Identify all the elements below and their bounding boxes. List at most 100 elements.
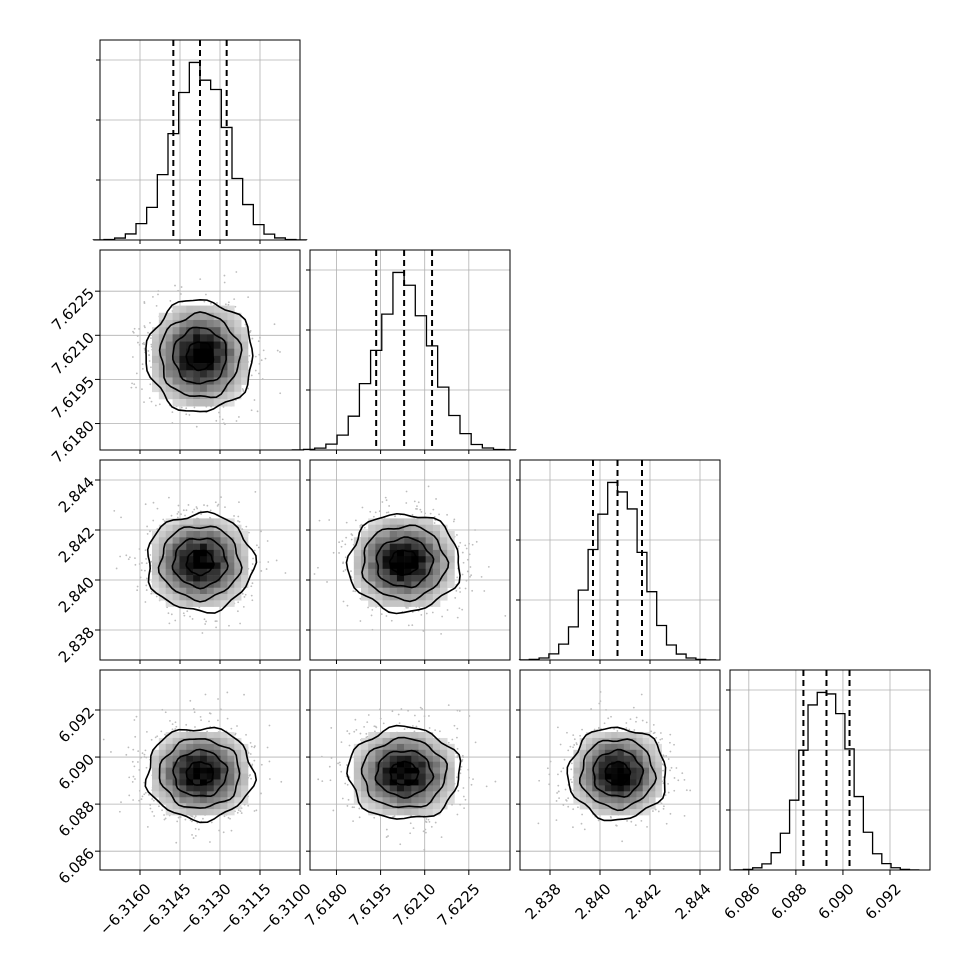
density-cell [179,305,187,314]
sample-point [363,725,365,728]
density-cell [200,755,208,762]
density-cell [353,575,362,582]
sample-point [220,496,222,499]
density-cell [418,562,426,570]
sample-point [150,366,152,369]
sample-point [345,521,348,524]
density-cell [186,809,194,816]
sample-point [326,581,328,583]
density-cell [353,767,362,774]
density-cell [220,370,228,378]
sample-point [149,807,152,810]
sample-point [216,504,219,507]
sample-point [385,615,388,617]
density-cell [200,518,208,525]
sample-point [177,816,180,819]
density-cell [375,779,383,786]
density-cell [179,587,187,595]
sample-point [223,281,226,284]
density-cell [179,797,187,804]
density-cell [206,312,215,321]
density-cell [213,785,221,792]
sample-point [176,820,179,823]
sample-point [209,509,212,512]
sample-point [640,819,643,822]
contour-level-1 [172,748,229,797]
sample-point [432,508,435,511]
density-cell [158,391,167,400]
density-cell [623,737,631,745]
sample-point [340,770,343,773]
sample-point [136,335,139,337]
sample-point [346,730,349,732]
density-cell [404,543,412,551]
sample-point [559,743,562,746]
density-cell [241,773,249,780]
sample-point [675,767,678,769]
sample-point [180,513,182,516]
density-cell [227,319,235,328]
density-cell [617,797,625,804]
density-cell [447,549,455,557]
density-cell [152,334,160,342]
sample-point [253,759,256,762]
density-cell [598,773,606,780]
density-cell [152,773,160,780]
density-cell [158,363,167,371]
sample-point [237,809,240,812]
sample-point [138,548,141,550]
density-cell [375,531,383,538]
density-cell [206,743,215,751]
sample-point [549,760,552,763]
density-cell [213,797,221,804]
sample-point [134,557,136,560]
density-cell [432,575,441,582]
density-cell [375,537,383,544]
sample-point [251,582,254,585]
density-cell [152,543,160,551]
density-cell [636,773,643,780]
density-cell [200,761,208,768]
density-cell [425,556,434,563]
density-cell [579,749,587,757]
sample-point [461,754,464,757]
sample-point [276,349,279,352]
density-cell [152,327,160,335]
density-cell [206,755,215,762]
sample-point [253,399,256,401]
sample-point [669,769,671,772]
density-cell [220,791,228,798]
sample-point [140,798,143,801]
y-tick-label-3-3: 6.092 [55,703,98,746]
density-cell [179,363,187,371]
density-cell [418,537,426,544]
density-cell [193,556,201,563]
sample-point [131,781,134,783]
density-cell [361,791,369,798]
sample-point [177,504,180,507]
density-cell [179,391,187,400]
density-cell [425,518,434,525]
sample-point [209,712,212,715]
sample-point [407,709,410,712]
sample-point [459,591,462,593]
sample-point [144,503,147,506]
density-cell [404,549,412,557]
density-cell [630,755,637,762]
sample-point [135,386,137,389]
sample-point [256,410,259,413]
density-cell [227,327,235,335]
density-cell [447,562,455,570]
density-cell [411,749,419,757]
density-cell [375,791,383,798]
density-cell [213,594,221,601]
density-cell [611,743,618,751]
panel-frame [99,459,301,661]
density-cell [411,773,419,780]
sample-point [669,750,672,753]
sample-point [420,511,423,513]
density-cell [234,767,242,774]
sample-point [461,608,464,611]
sample-point [427,485,430,488]
density-panel-2-0 [99,459,301,661]
